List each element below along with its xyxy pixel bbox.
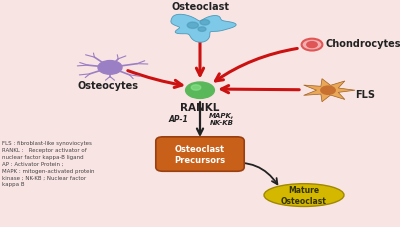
Text: AP-1: AP-1: [168, 115, 188, 124]
Circle shape: [187, 23, 198, 29]
Circle shape: [98, 61, 122, 75]
Text: Osteocytes: Osteocytes: [78, 81, 138, 91]
FancyBboxPatch shape: [156, 137, 244, 172]
Text: RANKL: RANKL: [180, 103, 220, 113]
Circle shape: [321, 87, 335, 95]
Circle shape: [302, 39, 322, 51]
Circle shape: [186, 83, 214, 99]
Text: FLS: FLS: [355, 90, 375, 100]
Circle shape: [191, 85, 201, 91]
Text: Chondrocytes: Chondrocytes: [326, 39, 400, 49]
Ellipse shape: [264, 184, 344, 207]
Circle shape: [198, 28, 206, 32]
Polygon shape: [304, 79, 355, 102]
Text: Mature
Osteoclast: Mature Osteoclast: [281, 185, 327, 205]
Text: MAPK,
NK-KB: MAPK, NK-KB: [209, 112, 235, 125]
Text: FLS : fibroblast-like synoviocytes
RANKL :   Receptor activator of
nuclear facto: FLS : fibroblast-like synoviocytes RANKL…: [2, 141, 94, 186]
Circle shape: [200, 20, 210, 26]
Text: Osteoclast: Osteoclast: [171, 2, 229, 12]
Polygon shape: [171, 15, 236, 43]
Text: Osteoclast
Precursors: Osteoclast Precursors: [174, 144, 226, 164]
Circle shape: [307, 42, 317, 48]
